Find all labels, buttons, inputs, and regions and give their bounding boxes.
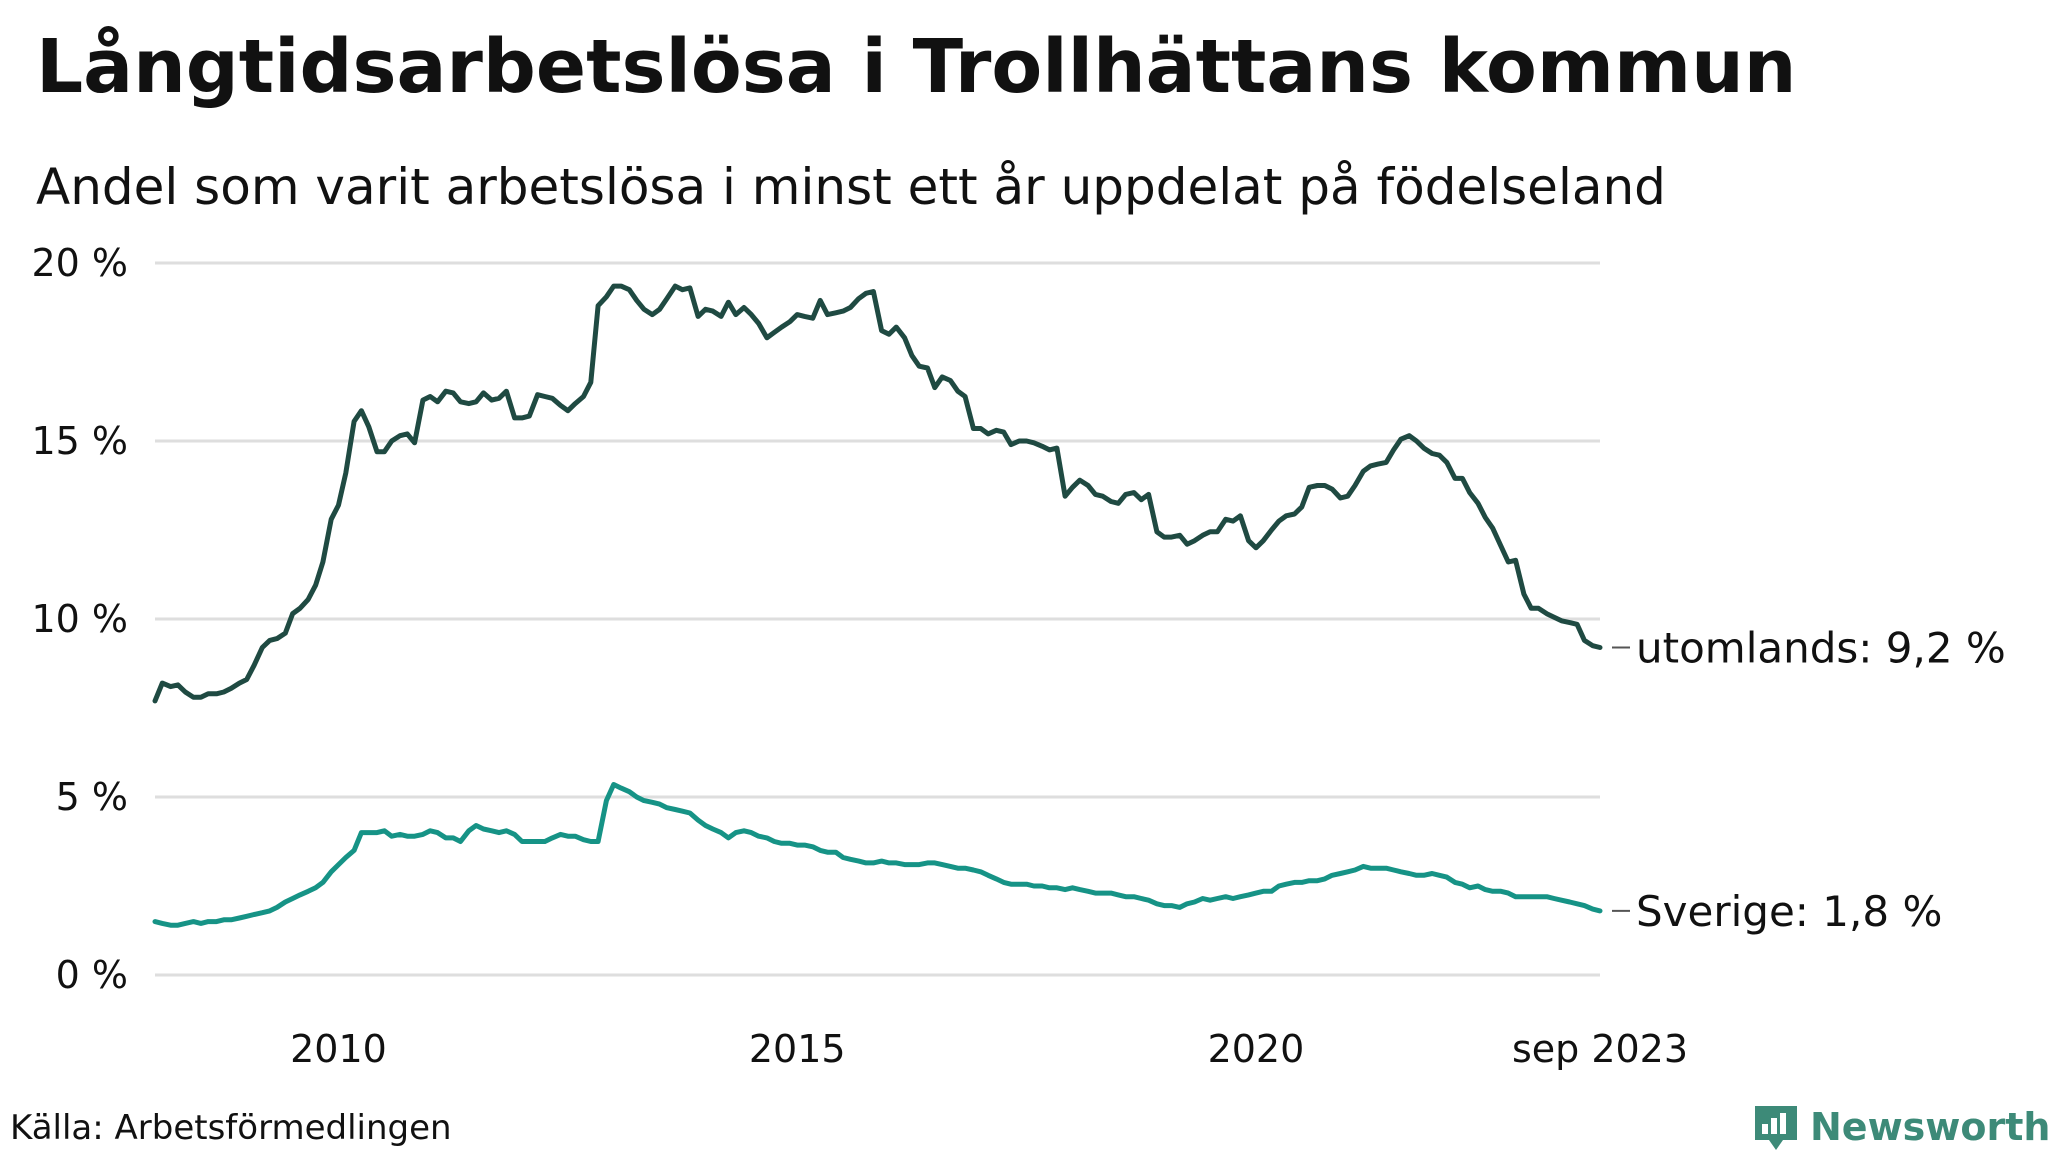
y-tick-label: 20 % [31,241,128,285]
x-tick-label: 2010 [290,1027,387,1071]
x-axis-ticks: 2010 2015 2020 sep 2023 [290,1027,1688,1071]
source-note: Källa: Arbetsförmedlingen [10,1108,452,1148]
series-lines [152,283,1603,928]
x-tick-label: sep 2023 [1512,1027,1688,1071]
y-tick-label: 5 % [56,775,128,819]
y-tick-label: 15 % [31,419,128,463]
newsworthy-logo-icon [1755,1106,1797,1150]
end-label-utomlands: utomlands: 9,2 % [1636,623,2006,672]
series-line-sverige [152,782,1603,928]
chart-title: Långtidsarbetslösa i Trollhättans kommun [36,24,1796,110]
chart-subtitle: Andel som varit arbetslösa i minst ett å… [36,158,1666,216]
y-tick-label: 10 % [31,597,128,641]
end-label-sverige: Sverige: 1,8 % [1636,887,1942,936]
newsworthy-logo[interactable]: Newsworthy [1755,1105,2048,1150]
newsworthy-logo-text: Newsworthy [1810,1105,2048,1149]
series-line-utomlands [152,283,1603,704]
series-end-labels: utomlands: 9,2 % Sverige: 1,8 % [1612,623,2006,936]
x-tick-label: 2020 [1208,1027,1305,1071]
y-axis-ticks: 0 % 5 % 10 % 15 % 20 % [31,241,128,997]
x-tick-label: 2015 [749,1027,846,1071]
y-tick-label: 0 % [56,953,128,997]
